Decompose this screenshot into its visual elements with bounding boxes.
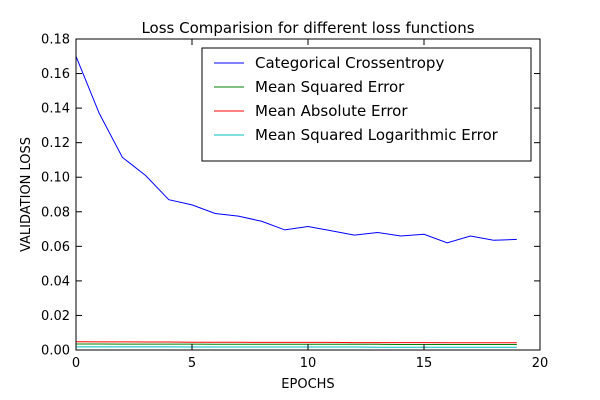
series-line-2 [75, 341, 517, 344]
y-tick-label: 0.06 [41, 240, 70, 255]
x-tick-label: 5 [188, 356, 196, 371]
y-tick-label: 0.14 [41, 102, 70, 117]
axis-ticks: 0 5 10 15 20 0.00 0.02 0.04 0.06 0.08 0.10 0.12 0.14… [41, 33, 548, 372]
legend: Categorical Crossentropy Mean Squared Err… [201, 47, 532, 162]
y-tick-label: 0.12 [41, 136, 70, 151]
y-tick-label: 0.18 [41, 33, 70, 48]
y-tick-label: 0.02 [41, 309, 70, 324]
series-line-0 [75, 56, 517, 244]
legend-label-2: Mean Absolute Error [255, 102, 408, 120]
chart-title: Loss Comparision for different loss func… [141, 19, 474, 37]
x-tick-label: 10 [300, 356, 317, 371]
plot-area [75, 56, 517, 348]
y-tick-label: 0.04 [41, 274, 70, 289]
x-tick-label: 15 [416, 356, 433, 371]
y-tick-label: 0.10 [41, 171, 70, 186]
y-axis-label: VALIDATION LOSS [19, 137, 34, 252]
series-line-1 [76, 343, 517, 345]
y-tick-label: 0.08 [41, 205, 70, 220]
x-tick-label: 0 [72, 356, 80, 371]
legend-label-0: Categorical Crossentropy [255, 54, 444, 72]
y-tick-label: 0.16 [41, 67, 70, 82]
legend-label-3: Mean Squared Logarithmic Error [255, 126, 499, 144]
x-tick-label: 20 [532, 356, 549, 371]
legend-box [201, 47, 532, 162]
y-tick-label: 0.00 [41, 344, 70, 359]
x-axis-label: EPOCHS [281, 377, 334, 392]
legend-label-1: Mean Squared Error [255, 78, 405, 96]
